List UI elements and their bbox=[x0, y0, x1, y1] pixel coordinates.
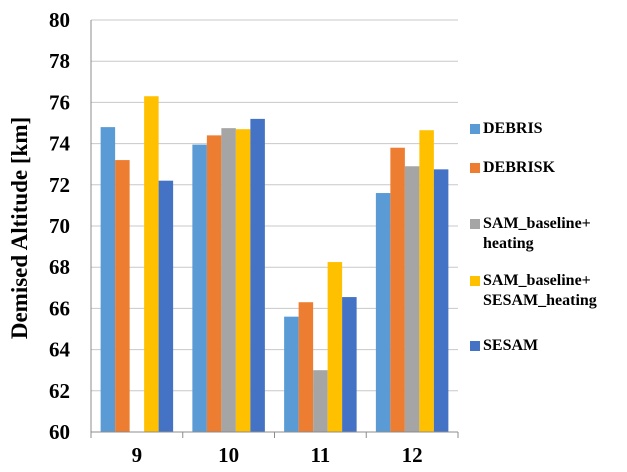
legend-swatch bbox=[470, 163, 480, 173]
legend: DEBRIS DEBRISK SAM_baseline+ heating SAM_bas… bbox=[470, 0, 627, 472]
bar-debrisk-12 bbox=[390, 147, 405, 432]
bar-sam-baseline-heating-11 bbox=[313, 370, 328, 432]
y-tick-label: 62 bbox=[49, 379, 70, 403]
bar-sesam-10 bbox=[250, 118, 265, 432]
y-tick-label: 60 bbox=[49, 420, 70, 444]
legend-item: DEBRISK bbox=[470, 158, 555, 178]
legend-label: DEBRISK bbox=[483, 159, 556, 176]
y-tick-label: 76 bbox=[49, 90, 70, 114]
bar-sesam-9 bbox=[158, 180, 174, 432]
bar-debrisk-11 bbox=[298, 302, 314, 432]
legend-label: DEBRIS bbox=[483, 120, 543, 137]
x-tick-label: 12 bbox=[402, 443, 423, 467]
legend-item: SAM_baseline+ heating bbox=[470, 214, 591, 254]
bar-debrisk-10 bbox=[206, 135, 222, 433]
legend-swatch bbox=[470, 341, 480, 351]
bar-debris-11 bbox=[284, 316, 299, 432]
y-tick-label: 74 bbox=[49, 132, 71, 156]
bar-sam-baseline-sesam-heating-10 bbox=[235, 129, 251, 432]
y-tick-label: 78 bbox=[49, 49, 70, 73]
y-tick-labels: 60 62 64 66 68 70 72 74 76 78 80 bbox=[49, 8, 71, 444]
bar-sam-baseline-sesam-heating-9 bbox=[144, 96, 159, 432]
bar-sam-baseline-sesam-heating-11 bbox=[327, 262, 343, 432]
bar-sam-baseline-sesam-heating-12 bbox=[419, 130, 434, 432]
y-tick-label: 80 bbox=[49, 8, 70, 32]
y-tick-label: 72 bbox=[49, 173, 70, 197]
y-tick-label: 64 bbox=[49, 338, 71, 362]
x-tick-label: 10 bbox=[218, 443, 239, 467]
y-tick-label: 68 bbox=[49, 255, 70, 279]
legend-label: SESAM bbox=[483, 337, 539, 354]
bar-debris-10 bbox=[192, 144, 207, 432]
axes bbox=[90, 20, 459, 438]
bar-debris-9 bbox=[100, 127, 116, 433]
bar-debrisk-9 bbox=[115, 160, 130, 432]
bar-sam-baseline-heating-12 bbox=[404, 166, 420, 432]
y-axis-label: Demised Altitude [km] bbox=[7, 117, 32, 339]
legend-swatch bbox=[470, 276, 480, 286]
x-tick-label: 9 bbox=[132, 443, 143, 467]
legend-item: DEBRIS bbox=[470, 119, 543, 139]
x-tick-label: 11 bbox=[310, 443, 330, 467]
x-tick-labels: 9 10 11 12 bbox=[132, 443, 423, 467]
legend-label: SAM_baseline+ heating bbox=[483, 215, 591, 252]
y-tick-label: 70 bbox=[49, 214, 70, 238]
bars bbox=[100, 96, 449, 433]
bar-sesam-12 bbox=[433, 169, 449, 432]
legend-item: SESAM bbox=[470, 336, 538, 356]
legend-label: SAM_baseline+ SESAM_heating bbox=[483, 272, 597, 309]
bar-sam-baseline-heating-10 bbox=[221, 128, 236, 432]
legend-item: SAM_baseline+ SESAM_heating bbox=[470, 271, 597, 311]
legend-swatch bbox=[470, 219, 480, 229]
bar-sesam-11 bbox=[342, 297, 357, 432]
legend-swatch bbox=[470, 124, 480, 134]
y-tick-label: 66 bbox=[49, 296, 70, 320]
bar-debris-12 bbox=[375, 193, 391, 432]
